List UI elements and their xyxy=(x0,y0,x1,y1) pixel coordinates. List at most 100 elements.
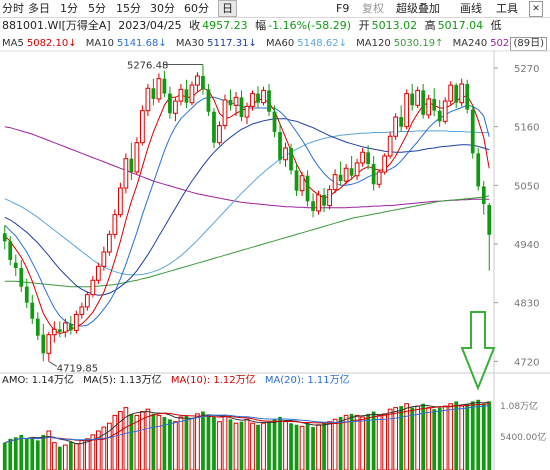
volume-bar xyxy=(267,421,271,470)
open-label: 开 xyxy=(358,19,370,32)
ma60-line xyxy=(4,130,490,276)
candle-body xyxy=(448,84,454,102)
tab-5min[interactable]: 5分 xyxy=(88,2,106,15)
ma120-line xyxy=(4,195,490,288)
volume-bar xyxy=(278,416,282,470)
tab-adjust[interactable]: 复权 xyxy=(362,2,384,15)
volume-bar xyxy=(448,403,454,470)
candle-body xyxy=(256,93,260,103)
tab-f9[interactable]: F9 xyxy=(336,2,350,15)
candle-body xyxy=(217,125,222,144)
low-pointer xyxy=(48,360,58,367)
tab-overlay[interactable]: 超级叠加 xyxy=(396,2,440,15)
candle-body xyxy=(289,148,293,171)
volume-bar xyxy=(151,413,156,470)
candle-body xyxy=(267,90,271,112)
volume-bar xyxy=(173,421,178,470)
candle-body xyxy=(410,93,415,106)
period-selector[interactable]: (89日) xyxy=(510,37,547,51)
volume-bar xyxy=(84,438,90,470)
candle-body xyxy=(90,279,96,296)
candle-body xyxy=(349,168,354,176)
volume-bar xyxy=(404,403,410,470)
volume-bar xyxy=(233,422,239,470)
volume-bar xyxy=(338,416,343,470)
candle-body xyxy=(278,132,282,160)
candle-body xyxy=(13,262,18,268)
candle-body xyxy=(366,152,370,164)
volume-bar xyxy=(134,414,140,470)
tab-tools[interactable]: 工具 xyxy=(496,2,518,15)
volume-bar xyxy=(222,414,228,470)
volume-bar xyxy=(465,403,470,470)
stock-date: 2023/04/25 xyxy=(118,19,182,32)
volume-bar xyxy=(123,407,129,470)
volume-bar xyxy=(454,401,459,470)
volume-bar xyxy=(244,418,250,470)
volume-bar xyxy=(360,416,365,470)
tab-intraday[interactable]: 分时 xyxy=(2,2,24,15)
candle-body xyxy=(112,214,118,235)
candle-body xyxy=(476,153,481,187)
volume-bar xyxy=(46,430,52,470)
volume-bar xyxy=(117,411,123,470)
volume-bar xyxy=(311,427,315,470)
candle-body xyxy=(140,110,145,144)
volume-bar xyxy=(13,437,18,470)
candle-body xyxy=(73,313,79,331)
change-value: -1.16%(-58.29) xyxy=(268,19,352,32)
volume-bar xyxy=(332,418,338,470)
ma5-line xyxy=(4,87,490,335)
candle-body xyxy=(95,265,101,281)
candle-body xyxy=(343,167,349,182)
tab-1min[interactable]: 1分 xyxy=(60,2,78,15)
candle-body xyxy=(459,83,465,104)
volume-bar xyxy=(459,405,465,470)
candle-body xyxy=(316,194,321,212)
low-label: 低 xyxy=(490,19,502,32)
volume-bar xyxy=(387,408,393,470)
close-panel-icon[interactable]: ✕ xyxy=(529,1,543,17)
volume-bar xyxy=(426,407,432,470)
candle-body xyxy=(184,89,189,103)
volume-bar xyxy=(283,421,288,470)
candle-body xyxy=(168,93,172,114)
candle-body xyxy=(57,329,62,332)
high-annotation: 5276.48 xyxy=(127,61,168,72)
candle-body xyxy=(387,135,393,157)
volume-bar xyxy=(327,421,332,470)
candle-body xyxy=(212,111,216,143)
candle-body xyxy=(360,151,365,164)
ma10-value: 5141.68↓ xyxy=(116,38,167,49)
candle-body xyxy=(101,251,107,267)
tab-multiday[interactable]: 多日 xyxy=(28,2,50,15)
tab-draw[interactable]: 画线 xyxy=(460,2,482,15)
volume-bar xyxy=(476,399,481,470)
candle-body xyxy=(305,175,310,202)
candle-body xyxy=(19,268,24,287)
tab-15min[interactable]: 15分 xyxy=(116,2,141,15)
tab-30min[interactable]: 30分 xyxy=(150,2,175,15)
volume-bar xyxy=(162,416,167,470)
volume-bar xyxy=(168,419,172,470)
candle-body xyxy=(134,142,140,173)
y-tick-label: 4830 xyxy=(514,299,539,310)
candle-body xyxy=(62,322,68,333)
tab-60min[interactable]: 60分 xyxy=(184,2,209,15)
volume-bar xyxy=(140,411,145,470)
tab-daily[interactable]: 日 xyxy=(218,0,237,17)
candle-body xyxy=(487,205,492,235)
candle-body xyxy=(156,78,162,100)
volume-bar xyxy=(376,414,382,470)
candle-body xyxy=(299,175,305,192)
volume-bar xyxy=(487,401,492,470)
ma5-label: MA5 xyxy=(2,38,24,49)
candle-body xyxy=(228,100,233,106)
amo-ma10-line xyxy=(4,403,490,444)
candle-body xyxy=(465,84,470,110)
candle-body xyxy=(399,117,404,127)
candle-body xyxy=(393,116,399,137)
amo-ma5: MA(5): 1.13万亿 xyxy=(83,375,162,386)
candle-body xyxy=(51,328,57,336)
